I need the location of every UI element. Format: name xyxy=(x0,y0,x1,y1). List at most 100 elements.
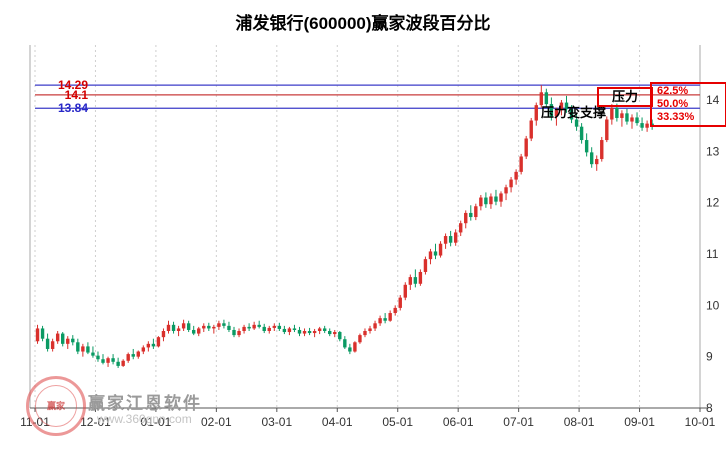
candle xyxy=(257,324,261,327)
brand-stamp-logo: 赢家 xyxy=(26,376,86,436)
candle xyxy=(595,159,599,165)
candle xyxy=(227,325,231,330)
candle xyxy=(398,297,402,308)
candle xyxy=(232,329,236,336)
candle xyxy=(509,179,513,188)
percent-label: 62.5% xyxy=(657,85,689,97)
candle xyxy=(317,328,322,331)
candle xyxy=(579,126,584,141)
y-tick-label: 12 xyxy=(706,196,720,210)
candle xyxy=(45,338,50,349)
candle xyxy=(589,152,594,165)
candle xyxy=(453,232,458,243)
candle xyxy=(186,323,191,330)
candle xyxy=(61,333,65,344)
candle xyxy=(615,107,619,118)
candle xyxy=(433,251,438,256)
candle xyxy=(418,271,423,284)
candle xyxy=(136,351,140,357)
watermark-url: www.360gnn.com xyxy=(97,412,192,426)
candle xyxy=(559,102,564,111)
candle xyxy=(35,328,40,342)
x-tick-label: 07-01 xyxy=(503,415,534,429)
percent-label: 33.33% xyxy=(657,111,695,123)
candle xyxy=(640,123,644,128)
candle xyxy=(212,326,216,329)
candle xyxy=(474,206,478,218)
candle xyxy=(161,331,166,338)
level-price-label: 13.84 xyxy=(57,101,88,116)
candle xyxy=(312,331,317,334)
candle xyxy=(287,328,292,333)
candle xyxy=(111,358,115,362)
candle xyxy=(181,323,186,329)
candle xyxy=(605,119,609,141)
candle xyxy=(610,107,614,120)
candle xyxy=(328,331,332,335)
candle xyxy=(428,251,433,260)
candle xyxy=(348,347,352,352)
x-tick-label: 10-01 xyxy=(685,415,716,429)
candle xyxy=(297,329,302,334)
candle xyxy=(176,328,181,331)
candle xyxy=(141,347,146,352)
candle xyxy=(630,117,634,122)
candle xyxy=(40,328,45,339)
candle xyxy=(438,243,443,256)
candle xyxy=(403,284,407,298)
candle xyxy=(338,332,342,340)
candle xyxy=(343,339,347,348)
candle xyxy=(554,110,559,117)
x-tick-label: 06-01 xyxy=(443,415,474,429)
candle xyxy=(635,117,639,124)
pressure-to-support-label: 压力变支撑 xyxy=(541,105,607,120)
candle xyxy=(101,359,105,363)
candle xyxy=(368,328,372,331)
candle xyxy=(569,109,574,120)
candle xyxy=(489,196,493,205)
candle xyxy=(363,331,367,336)
candle xyxy=(504,187,508,194)
x-tick-label: 02-01 xyxy=(201,415,232,429)
candle xyxy=(247,326,251,329)
y-tick-label: 8 xyxy=(706,401,713,415)
candle xyxy=(252,324,256,329)
candle xyxy=(126,354,130,361)
candle xyxy=(86,346,90,353)
candle xyxy=(544,92,549,105)
candle xyxy=(282,328,287,333)
y-tick-label: 13 xyxy=(706,144,720,158)
candle xyxy=(539,92,544,106)
candle xyxy=(423,259,428,272)
x-tick-label: 08-01 xyxy=(564,415,595,429)
candle xyxy=(322,328,327,331)
candle xyxy=(277,325,282,329)
candle xyxy=(600,140,604,160)
candle xyxy=(302,331,307,334)
candle xyxy=(151,343,156,347)
percent-levels-box: 62.5% 50.0% 33.33% xyxy=(650,82,726,127)
candle xyxy=(464,212,468,224)
candle xyxy=(262,326,266,331)
candle xyxy=(448,236,453,243)
candle xyxy=(499,193,503,202)
candle xyxy=(373,323,377,329)
candle xyxy=(333,332,337,335)
candle xyxy=(66,338,70,344)
candle xyxy=(620,113,624,118)
candle xyxy=(96,355,100,360)
candle xyxy=(171,324,176,331)
x-tick-label: 04-01 xyxy=(322,415,353,429)
candle xyxy=(408,277,413,285)
candle xyxy=(106,358,110,363)
candle xyxy=(81,346,85,352)
candle xyxy=(217,323,221,327)
x-tick-label: 03-01 xyxy=(261,415,292,429)
candle xyxy=(156,337,161,347)
candle xyxy=(146,343,151,348)
candle xyxy=(413,277,418,284)
candle xyxy=(494,196,498,202)
candle xyxy=(514,171,518,180)
